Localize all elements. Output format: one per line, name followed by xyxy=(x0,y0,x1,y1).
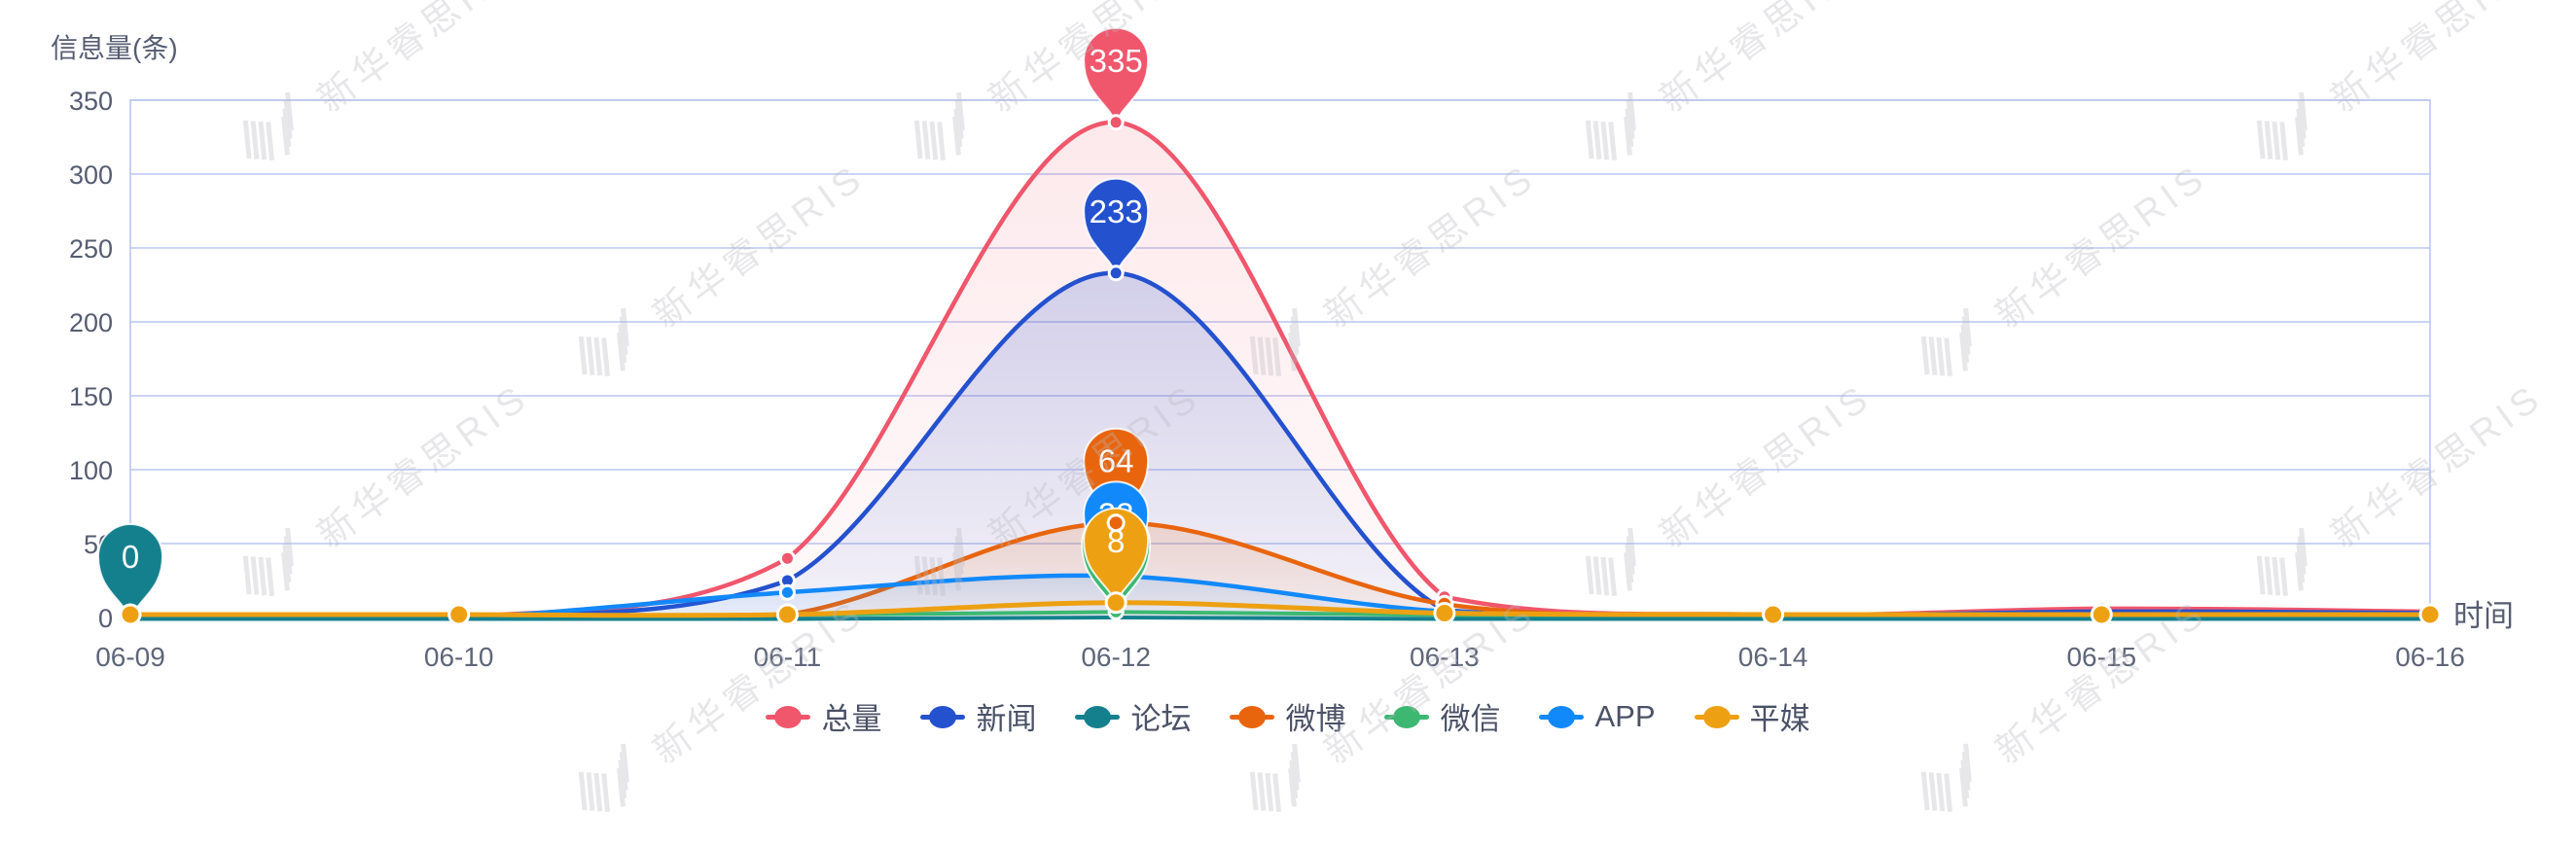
legend-dot xyxy=(1393,705,1421,728)
y-tick-100: 100 xyxy=(69,456,113,485)
pin-value-label: 64 xyxy=(1098,443,1134,479)
legend-item-微博[interactable]: 微博 xyxy=(1230,694,1345,738)
legend-label: 微博 xyxy=(1285,702,1346,736)
y-tick-250: 250 xyxy=(69,234,113,264)
legend-line-dot-icon xyxy=(1075,704,1121,729)
legend-label: 总量 xyxy=(821,702,882,736)
marker-平媒-06-16 xyxy=(2418,603,2442,626)
y-tick-200: 200 xyxy=(69,308,113,337)
marker-平媒-06-10 xyxy=(447,603,471,626)
legend-line-dot-icon xyxy=(766,704,811,729)
x-tick-06-11: 06-11 xyxy=(754,642,822,672)
series-line-论坛 xyxy=(128,615,2432,621)
pin-shape xyxy=(1083,26,1150,125)
legend-dot xyxy=(1084,705,1112,728)
legend-item-微信[interactable]: 微信 xyxy=(1384,694,1500,738)
legend: 总量 新闻 论坛 微博 微信 APP 平媒 xyxy=(0,694,2576,738)
y-tick-0: 0 xyxy=(98,604,113,633)
legend-line-dot-icon xyxy=(1539,704,1585,729)
pin-layer: 033523364288 xyxy=(96,26,1152,621)
x-tick-06-12: 06-12 xyxy=(1081,642,1151,672)
legend-label: 论坛 xyxy=(1130,702,1192,736)
y-tick-300: 300 xyxy=(69,160,113,190)
x-tick-06-14: 06-14 xyxy=(1738,642,1808,672)
x-axis-title: 时间 xyxy=(2453,599,2514,633)
legend-line-dot-icon xyxy=(1230,704,1275,729)
marker-平媒-06-12 xyxy=(1104,591,1127,615)
x-tick-06-15: 06-15 xyxy=(2066,642,2136,672)
legend-dot xyxy=(929,705,957,728)
y-tick-350: 350 xyxy=(69,87,113,116)
pin-shape xyxy=(1083,177,1150,276)
value-pin-论坛: 0 xyxy=(96,523,164,621)
x-tick-06-13: 06-13 xyxy=(1410,642,1480,672)
pin-value-label: 8 xyxy=(1107,523,1125,559)
series-area-APP xyxy=(130,575,2430,618)
pin-shape xyxy=(96,523,164,621)
series-area-微博 xyxy=(130,522,2430,618)
value-pin-平媒: 8 xyxy=(1083,507,1150,606)
pin-value-label: 0 xyxy=(122,539,139,575)
marker-APP-06-11 xyxy=(778,583,796,601)
legend-label: 平媒 xyxy=(1749,702,1810,736)
legend-line-dot-icon xyxy=(920,704,966,729)
marker-总量-06-12 xyxy=(1107,114,1125,131)
marker-微博-06-12 xyxy=(1106,513,1126,533)
series-line-平媒 xyxy=(127,600,2433,618)
marker-平媒-06-11 xyxy=(775,603,799,626)
value-pin-总量: 335 xyxy=(1083,26,1150,125)
marker-平媒-06-13 xyxy=(1433,602,1456,624)
legend-item-总量[interactable]: 总量 xyxy=(766,694,881,738)
marker-平媒-06-09 xyxy=(119,603,142,626)
legend-label: 微信 xyxy=(1440,702,1501,736)
x-tick-06-10: 06-10 xyxy=(424,642,494,672)
marker-layer xyxy=(119,114,2442,626)
series-area-新闻 xyxy=(130,272,2430,618)
legend-item-论坛[interactable]: 论坛 xyxy=(1075,694,1191,738)
marker-平媒-06-15 xyxy=(2090,603,2113,626)
legend-dot xyxy=(774,705,803,728)
series-area-总量 xyxy=(130,122,2430,618)
marker-平媒-06-14 xyxy=(1762,603,1785,626)
legend-dot xyxy=(1548,705,1576,728)
x-tick-06-16: 06-16 xyxy=(2395,642,2465,672)
legend-item-新闻[interactable]: 新闻 xyxy=(920,694,1036,738)
pin-shape xyxy=(1083,507,1150,606)
legend-item-APP[interactable]: APP xyxy=(1539,698,1656,734)
x-tick-06-09: 06-09 xyxy=(95,642,165,672)
pin-value-label: 335 xyxy=(1090,43,1143,79)
series-layer xyxy=(127,120,2433,621)
y-tick-150: 150 xyxy=(69,382,113,411)
legend-label: APP xyxy=(1594,698,1656,733)
legend-line-dot-icon xyxy=(1384,704,1430,729)
legend-line-dot-icon xyxy=(1694,704,1739,729)
line-chart-canvas: 0 50 100 150 200 250 300 350 06-09 06-10 06-11 06-1… xyxy=(0,0,2576,812)
y-axis-title: 信息量(条) xyxy=(51,33,178,63)
value-pin-新闻: 233 xyxy=(1083,177,1150,276)
legend-item-平媒[interactable]: 平媒 xyxy=(1694,694,1810,738)
marker-总量-06-11 xyxy=(778,549,796,567)
legend-dot xyxy=(1238,705,1267,728)
legend-label: 新闻 xyxy=(976,702,1037,736)
legend-dot xyxy=(1702,705,1731,728)
marker-新闻-06-12 xyxy=(1107,264,1125,282)
pin-value-label: 233 xyxy=(1090,194,1143,229)
